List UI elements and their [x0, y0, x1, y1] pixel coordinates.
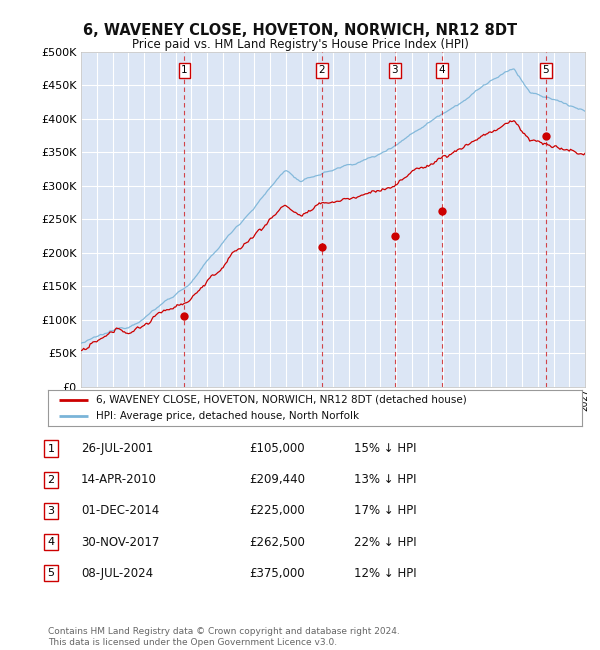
- Text: Contains HM Land Registry data © Crown copyright and database right 2024.
This d: Contains HM Land Registry data © Crown c…: [48, 627, 400, 647]
- Text: 2: 2: [319, 66, 325, 75]
- Text: 08-JUL-2024: 08-JUL-2024: [81, 567, 153, 580]
- Text: 01-DEC-2014: 01-DEC-2014: [81, 504, 159, 517]
- Text: 4: 4: [439, 66, 445, 75]
- Text: 1: 1: [181, 66, 188, 75]
- Text: 3: 3: [47, 506, 55, 516]
- Text: Price paid vs. HM Land Registry's House Price Index (HPI): Price paid vs. HM Land Registry's House …: [131, 38, 469, 51]
- Text: 5: 5: [47, 568, 55, 578]
- Text: 1: 1: [47, 443, 55, 454]
- Text: 12% ↓ HPI: 12% ↓ HPI: [354, 567, 416, 580]
- Text: £375,000: £375,000: [249, 567, 305, 580]
- Bar: [546, 52, 585, 387]
- Text: 22% ↓ HPI: 22% ↓ HPI: [354, 536, 416, 549]
- Text: £262,500: £262,500: [249, 536, 305, 549]
- Text: 6, WAVENEY CLOSE, HOVETON, NORWICH, NR12 8DT: 6, WAVENEY CLOSE, HOVETON, NORWICH, NR12…: [83, 23, 517, 38]
- Text: 2: 2: [47, 474, 55, 485]
- Text: 15% ↓ HPI: 15% ↓ HPI: [354, 442, 416, 455]
- Text: 14-APR-2010: 14-APR-2010: [81, 473, 157, 486]
- Text: 30-NOV-2017: 30-NOV-2017: [81, 536, 160, 549]
- Text: HPI: Average price, detached house, North Norfolk: HPI: Average price, detached house, Nort…: [96, 411, 359, 421]
- Text: 6, WAVENEY CLOSE, HOVETON, NORWICH, NR12 8DT (detached house): 6, WAVENEY CLOSE, HOVETON, NORWICH, NR12…: [96, 395, 467, 405]
- Text: £225,000: £225,000: [249, 504, 305, 517]
- Text: 5: 5: [542, 66, 549, 75]
- Text: 17% ↓ HPI: 17% ↓ HPI: [354, 504, 416, 517]
- Text: £105,000: £105,000: [249, 442, 305, 455]
- Text: 13% ↓ HPI: 13% ↓ HPI: [354, 473, 416, 486]
- Text: 26-JUL-2001: 26-JUL-2001: [81, 442, 153, 455]
- Text: 3: 3: [391, 66, 398, 75]
- Text: £209,440: £209,440: [249, 473, 305, 486]
- Bar: [546, 52, 585, 387]
- Text: 4: 4: [47, 537, 55, 547]
